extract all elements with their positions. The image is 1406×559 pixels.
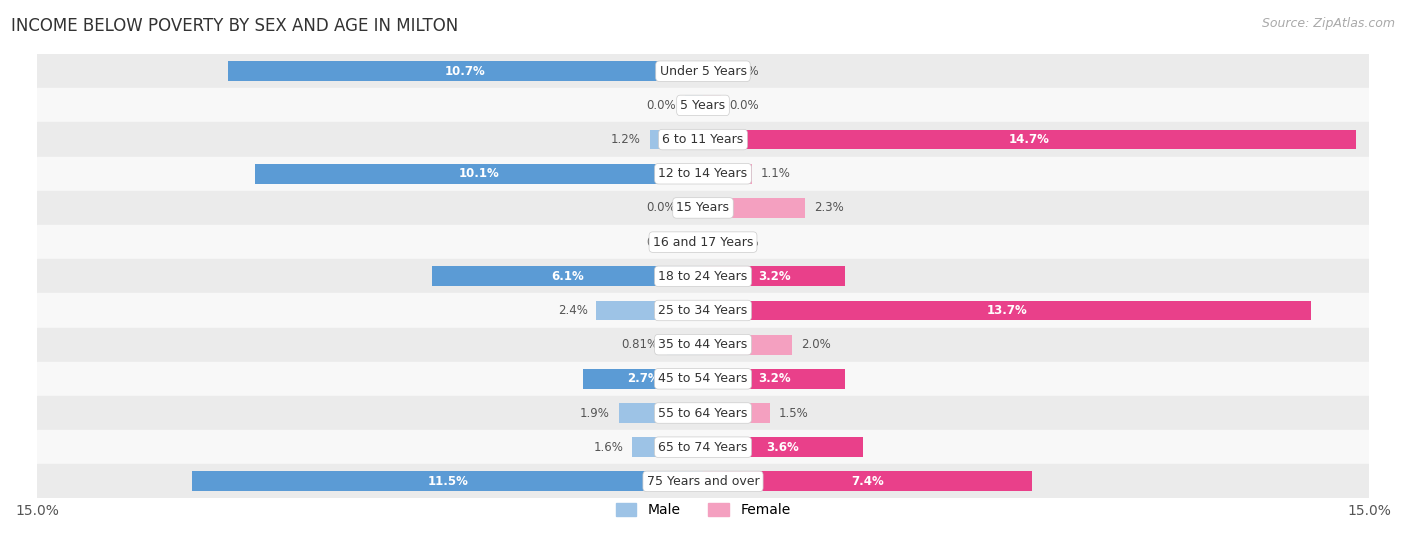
Bar xyxy=(37,191,1369,225)
Text: 3.2%: 3.2% xyxy=(758,270,790,283)
Text: 2.0%: 2.0% xyxy=(800,338,831,351)
Bar xyxy=(37,259,1369,293)
Bar xyxy=(583,369,703,389)
Bar xyxy=(37,157,1369,191)
Bar xyxy=(228,61,703,81)
Bar xyxy=(432,267,703,286)
Text: 6 to 11 Years: 6 to 11 Years xyxy=(662,133,744,146)
Bar xyxy=(703,232,721,252)
Bar xyxy=(596,301,703,320)
Text: 3.6%: 3.6% xyxy=(766,440,799,454)
Bar xyxy=(703,267,845,286)
Text: 75 Years and over: 75 Years and over xyxy=(647,475,759,488)
Text: 0.0%: 0.0% xyxy=(647,201,676,215)
Text: 2.7%: 2.7% xyxy=(627,372,659,385)
Bar xyxy=(37,430,1369,465)
Text: 2.4%: 2.4% xyxy=(558,304,588,317)
Bar xyxy=(37,396,1369,430)
Text: 1.6%: 1.6% xyxy=(593,440,623,454)
Text: Source: ZipAtlas.com: Source: ZipAtlas.com xyxy=(1261,17,1395,30)
Text: 12 to 14 Years: 12 to 14 Years xyxy=(658,167,748,180)
Text: 0.0%: 0.0% xyxy=(647,235,676,249)
Bar xyxy=(703,301,1312,320)
Bar xyxy=(666,335,703,354)
Text: 1.2%: 1.2% xyxy=(612,133,641,146)
Text: 35 to 44 Years: 35 to 44 Years xyxy=(658,338,748,351)
Bar xyxy=(37,88,1369,122)
Bar xyxy=(703,369,845,389)
Bar xyxy=(703,96,721,115)
Bar xyxy=(685,232,703,252)
Bar xyxy=(703,335,792,354)
Bar xyxy=(37,328,1369,362)
Bar xyxy=(619,403,703,423)
Bar xyxy=(37,122,1369,157)
Bar xyxy=(650,130,703,149)
Bar xyxy=(703,130,1355,149)
Bar xyxy=(703,437,863,457)
Text: 11.5%: 11.5% xyxy=(427,475,468,488)
Bar xyxy=(37,54,1369,88)
Bar xyxy=(193,471,703,491)
Text: 0.0%: 0.0% xyxy=(730,65,759,78)
Text: 45 to 54 Years: 45 to 54 Years xyxy=(658,372,748,385)
Text: 0.0%: 0.0% xyxy=(730,235,759,249)
Text: 65 to 74 Years: 65 to 74 Years xyxy=(658,440,748,454)
Bar xyxy=(254,164,703,184)
Bar xyxy=(703,61,721,81)
Text: 14.7%: 14.7% xyxy=(1010,133,1050,146)
Text: 13.7%: 13.7% xyxy=(987,304,1028,317)
Bar xyxy=(37,465,1369,499)
Text: 10.7%: 10.7% xyxy=(446,65,486,78)
Text: 25 to 34 Years: 25 to 34 Years xyxy=(658,304,748,317)
Text: 3.2%: 3.2% xyxy=(758,372,790,385)
Text: INCOME BELOW POVERTY BY SEX AND AGE IN MILTON: INCOME BELOW POVERTY BY SEX AND AGE IN M… xyxy=(11,17,458,35)
Bar xyxy=(37,225,1369,259)
Bar xyxy=(685,96,703,115)
Bar xyxy=(37,362,1369,396)
Bar xyxy=(703,471,1032,491)
Text: Under 5 Years: Under 5 Years xyxy=(659,65,747,78)
Text: 1.1%: 1.1% xyxy=(761,167,790,180)
Text: 0.0%: 0.0% xyxy=(730,99,759,112)
Text: 1.5%: 1.5% xyxy=(779,406,808,419)
Bar xyxy=(37,293,1369,328)
Text: 6.1%: 6.1% xyxy=(551,270,583,283)
Text: 5 Years: 5 Years xyxy=(681,99,725,112)
Bar xyxy=(703,403,769,423)
Text: 55 to 64 Years: 55 to 64 Years xyxy=(658,406,748,419)
Text: 15 Years: 15 Years xyxy=(676,201,730,215)
Text: 7.4%: 7.4% xyxy=(851,475,883,488)
Bar xyxy=(703,198,806,218)
Text: 2.3%: 2.3% xyxy=(814,201,844,215)
Text: 18 to 24 Years: 18 to 24 Years xyxy=(658,270,748,283)
Bar xyxy=(685,198,703,218)
Text: 0.81%: 0.81% xyxy=(621,338,658,351)
Text: 16 and 17 Years: 16 and 17 Years xyxy=(652,235,754,249)
Bar xyxy=(631,437,703,457)
Text: 0.0%: 0.0% xyxy=(647,99,676,112)
Legend: Male, Female: Male, Female xyxy=(610,498,796,523)
Text: 1.9%: 1.9% xyxy=(579,406,610,419)
Text: 10.1%: 10.1% xyxy=(458,167,499,180)
Bar xyxy=(703,164,752,184)
